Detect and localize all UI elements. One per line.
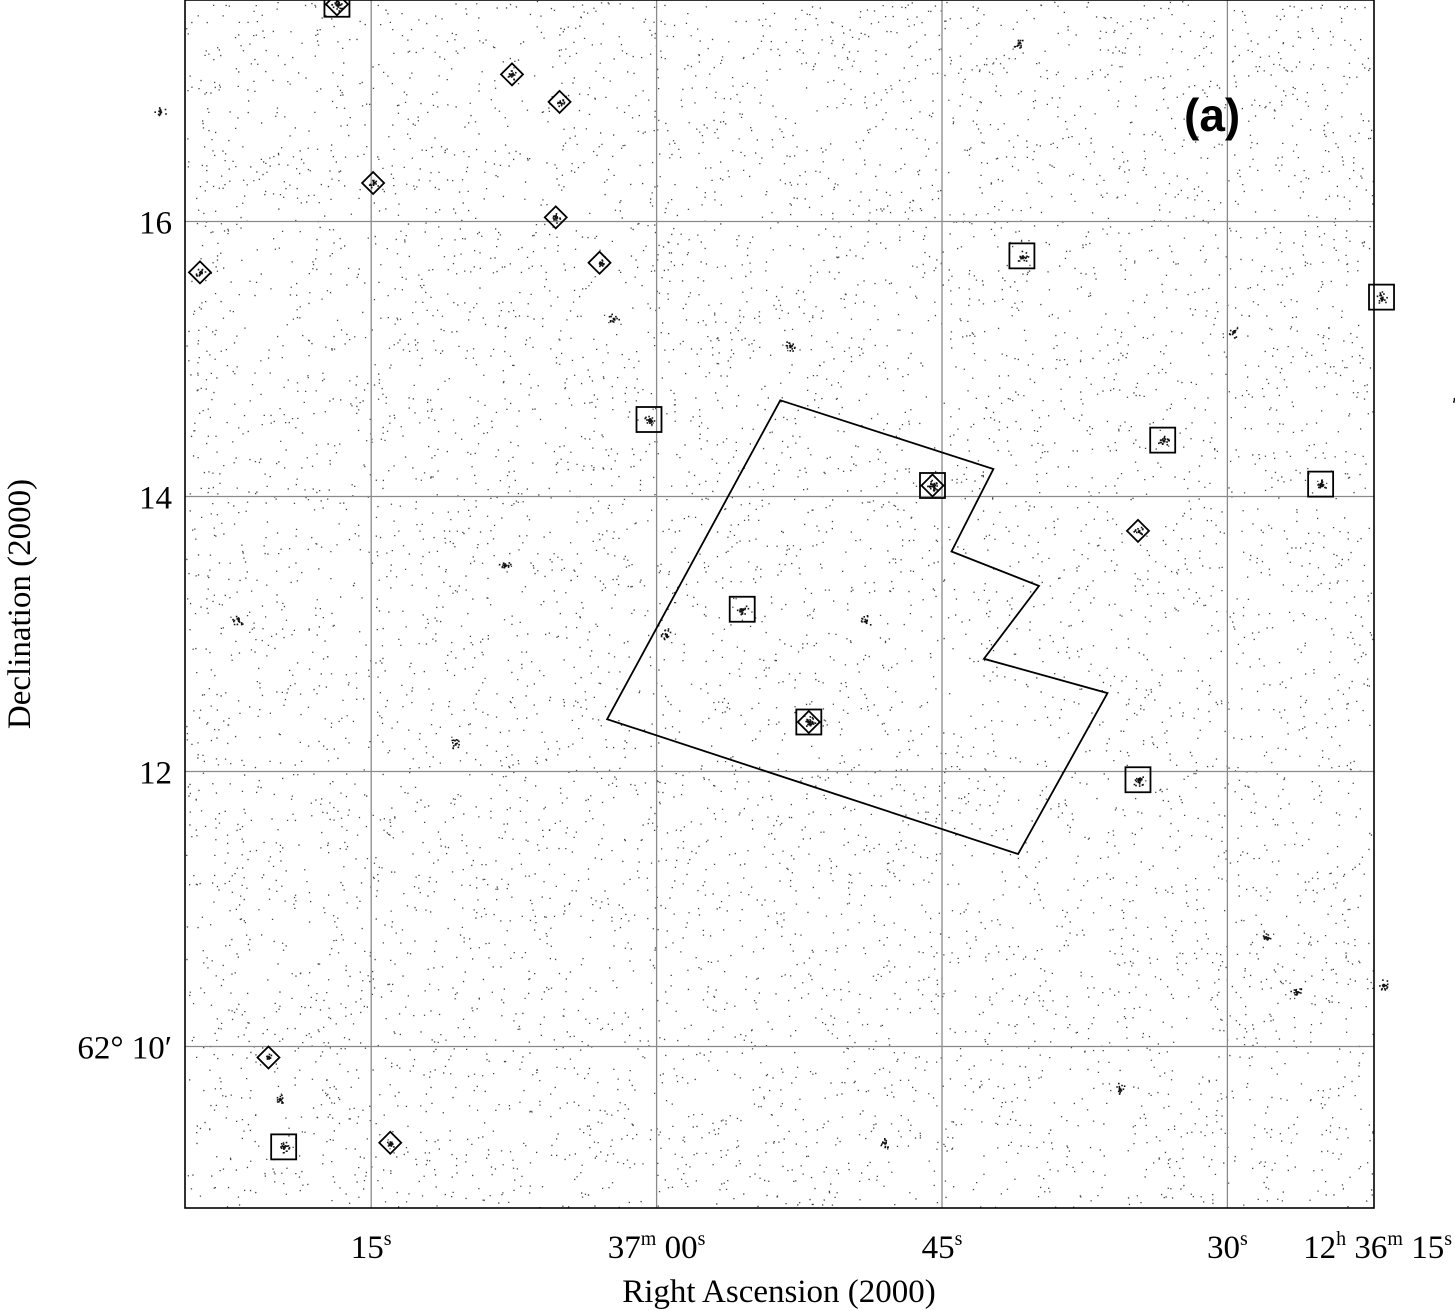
ra-tick-label: 15s [351,1228,392,1266]
source-counts [1376,291,1388,304]
ra-tick-labels: 15s 37m 00s 45s 30s 12h 36m 15s [351,1228,1452,1266]
faint-source [1262,933,1272,941]
diamond-source-marker [587,250,612,276]
source-counts [507,70,517,81]
square-source-marker [1368,283,1395,311]
coordinate-grid [185,0,1374,1208]
source-counts [195,268,207,277]
source-counts [1317,479,1327,489]
noise-dots [186,1,1375,1209]
source-counts [806,719,815,727]
diamond-source-marker [360,170,386,196]
square-source-marker [1124,766,1152,794]
source-counts [552,213,562,224]
square-source-marker [270,1133,298,1161]
plot-frame [184,0,1375,1209]
dec-tick-label: 14 [139,481,172,517]
square-source-marker [323,0,351,18]
unmarked-sources [154,39,1455,1149]
faint-source [276,1094,284,1104]
faint-source [498,562,512,569]
square-source-marker [1307,470,1335,498]
source-counts [805,716,817,727]
source-counts [927,479,938,491]
faint-source [1013,39,1024,49]
square-source-marker [1149,426,1177,454]
x-axis-title: Right Ascension (2000) [622,1274,935,1310]
faint-source [232,615,244,626]
faint-source [451,739,460,750]
diamond-source-marker [796,709,822,735]
source-counts [332,0,343,10]
faint-source [860,615,872,626]
diamond-source-marker [543,205,569,230]
dec-tick-label: 12 [139,756,172,792]
diamond-source-marker [499,62,525,87]
source-counts [1133,526,1144,536]
faint-source [608,313,620,323]
square-source-marker [919,472,946,499]
ra-tick-label: 12h 36m 15s [1303,1228,1452,1266]
diamond-source-marker [920,473,945,498]
background-photon-events [186,1,1375,1209]
instrument-footprint [605,399,1109,856]
source-counts [736,605,750,616]
source-counts [930,481,938,492]
source-counts [1017,250,1030,262]
faint-source [154,107,167,117]
diamond-source-marker [1125,518,1151,544]
ra-tick-label: 30s [1207,1228,1248,1266]
faint-source [1116,1082,1126,1095]
faint-source [1228,327,1239,339]
ra-tick-label: 37m 00s [608,1228,706,1266]
source-counts [557,99,566,108]
dec-tick-labels: 16 14 12 62° 10′ [77,206,172,1067]
y-axis-title: Declination (2000) [2,479,38,729]
faint-source [785,341,796,352]
diamond-source-marker [256,1045,281,1070]
square-source-marker [728,595,756,623]
source-counts [280,1141,291,1154]
dec-tick-label: 62° 10′ [77,1031,172,1067]
square-source-marker [635,406,663,433]
diamond-source-marker [547,89,572,115]
source-counts [1158,435,1170,446]
source-counts [368,179,379,189]
faint-source [880,1138,889,1149]
ra-tick-label: 45s [922,1228,963,1266]
square-source-marker [795,708,823,736]
faint-source [1379,979,1389,991]
diamond-source-marker [377,1130,403,1156]
source-counts [387,1141,395,1148]
footprint-outline [605,399,1109,856]
square-source-marker [1008,242,1036,270]
faint-source [1290,988,1303,996]
source-counts [598,259,605,268]
source-markers [187,0,1395,1161]
source-counts [644,415,656,426]
source-counts [1133,776,1144,787]
panel-label: (a) [1184,89,1240,141]
source-counts [266,1053,273,1060]
faint-source [660,628,672,641]
diamond-source-marker [187,260,213,285]
dec-tick-label: 16 [139,206,172,242]
